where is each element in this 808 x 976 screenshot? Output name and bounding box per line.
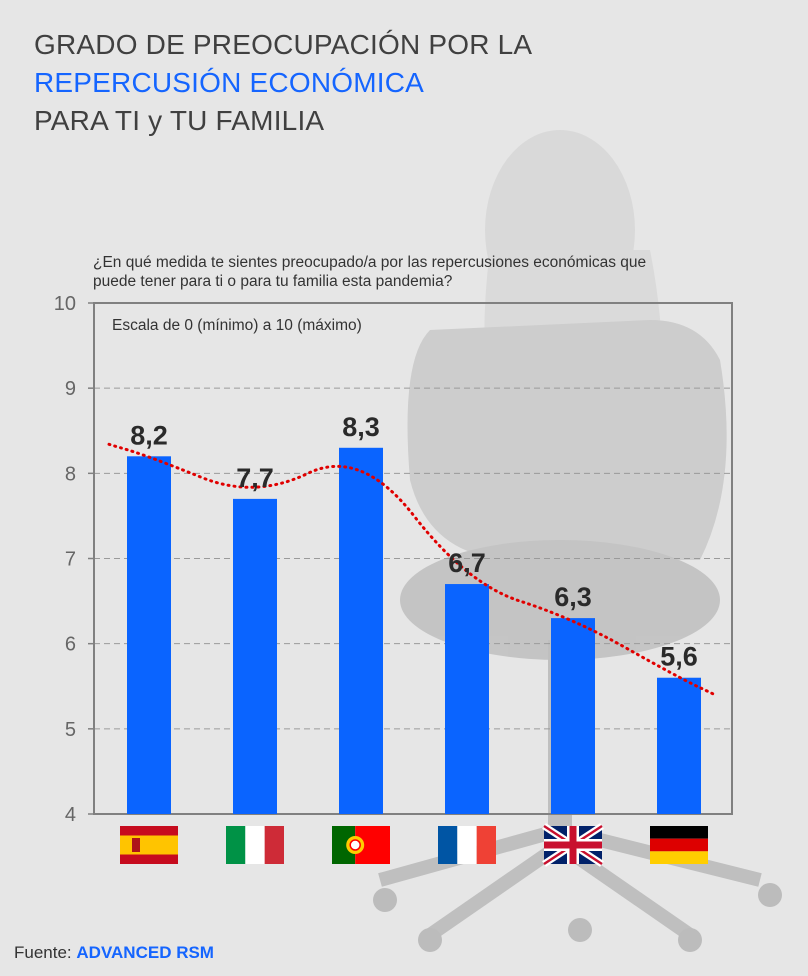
italy-flag-icon [226,826,284,864]
value-label-2: 7,7 [236,463,274,493]
portugal-flag-icon [332,826,390,864]
y-tick-label: 7 [65,549,76,571]
source-name: ADVANCED RSM [76,943,214,962]
title-line-1: GRADO DE PREOCUPACIÓN POR LA [34,29,533,60]
bar-2 [233,498,277,814]
bar-6 [657,677,701,814]
value-label-4: 6,7 [448,548,486,578]
source-label: Fuente: [14,943,72,962]
value-label-6: 5,6 [660,642,698,672]
scale-annotation: Escala de 0 (mínimo) a 10 (máximo) [112,317,362,334]
bar-4 [445,584,489,814]
value-label-1: 8,2 [130,420,168,450]
value-label-5: 6,3 [554,582,592,612]
title-block: GRADO DE PREOCUPACIÓN POR LA REPERCUSIÓN… [34,26,532,140]
trend-line [107,442,719,698]
source-note: Fuente: ADVANCED RSM [14,943,214,963]
title-line-3: PARA TI y TU FAMILIA [34,105,325,136]
value-label-3: 8,3 [342,412,380,442]
y-tick-label: 9 [65,378,76,400]
spain-flag-icon [120,826,178,864]
bar-1 [127,456,171,814]
france-flag-icon [438,826,496,864]
survey-question: ¿En qué medida te sientes preocupado/a p… [93,254,647,290]
title-line-2: REPERCUSIÓN ECONÓMICA [34,67,425,98]
y-tick-label: 10 [54,293,76,315]
y-tick-label: 4 [65,804,76,826]
germany-flag-icon [650,826,708,864]
y-tick-label: 8 [65,463,76,485]
y-tick-label: 6 [65,634,76,656]
uk-flag-icon [542,823,604,867]
bar-5 [551,618,595,814]
bar-3 [339,447,383,814]
y-tick-label: 5 [65,719,76,741]
